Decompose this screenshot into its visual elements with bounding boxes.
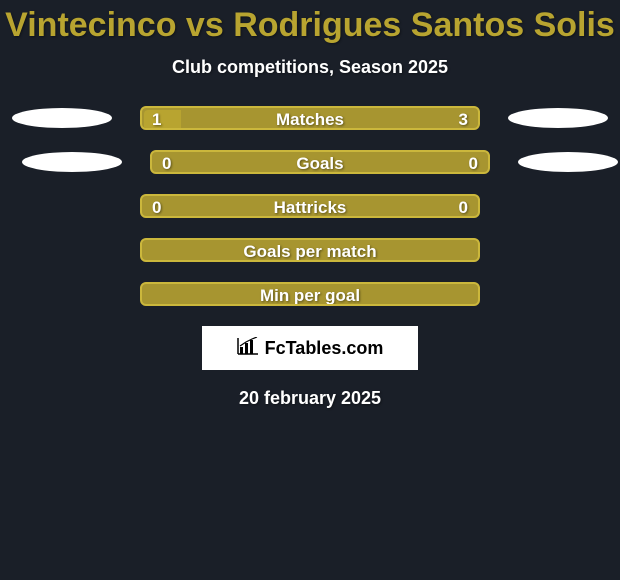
page-subtitle: Club competitions, Season 2025	[0, 57, 620, 78]
stat-value-right: 3	[459, 108, 468, 130]
stat-row: Goals 0 0	[0, 150, 620, 174]
bar-fill-left	[144, 110, 181, 130]
bar-chart-icon	[237, 337, 259, 360]
date-line: 20 february 2025	[0, 388, 620, 409]
stat-bar: Min per goal	[140, 282, 480, 306]
player-pill-left	[12, 108, 112, 128]
stat-value-right: 0	[469, 152, 478, 174]
stat-label: Min per goal	[260, 284, 360, 306]
stat-value-left: 0	[162, 152, 171, 174]
player-pill-right	[518, 152, 618, 172]
stat-label: Goals	[296, 152, 343, 174]
stat-bar: Matches 1 3	[140, 106, 480, 130]
stat-label: Goals per match	[243, 240, 376, 262]
stat-value-right: 0	[459, 196, 468, 218]
stat-rows: Matches13Goals00Hattricks00Goals per mat…	[0, 106, 620, 306]
stat-label: Matches	[276, 108, 344, 130]
stat-row: Goals per match	[0, 238, 620, 262]
stat-value-left: 0	[152, 196, 161, 218]
stat-value-left: 1	[152, 108, 161, 130]
stat-bar: Goals per match	[140, 238, 480, 262]
stat-label: Hattricks	[274, 196, 347, 218]
stat-row: Hattricks 0 0	[0, 194, 620, 218]
stat-bar: Goals 0 0	[150, 150, 490, 174]
player-pill-left	[22, 152, 122, 172]
stats-card: Vintecinco vs Rodrigues Santos Solis Clu…	[0, 0, 620, 580]
page-title: Vintecinco vs Rodrigues Santos Solis	[0, 0, 620, 45]
brand-text: FcTables.com	[265, 338, 384, 359]
stat-row: Matches 1 3	[0, 106, 620, 130]
stat-row: Min per goal	[0, 282, 620, 306]
stat-bar: Hattricks 0 0	[140, 194, 480, 218]
brand-box: FcTables.com	[202, 326, 418, 370]
player-pill-right	[508, 108, 608, 128]
